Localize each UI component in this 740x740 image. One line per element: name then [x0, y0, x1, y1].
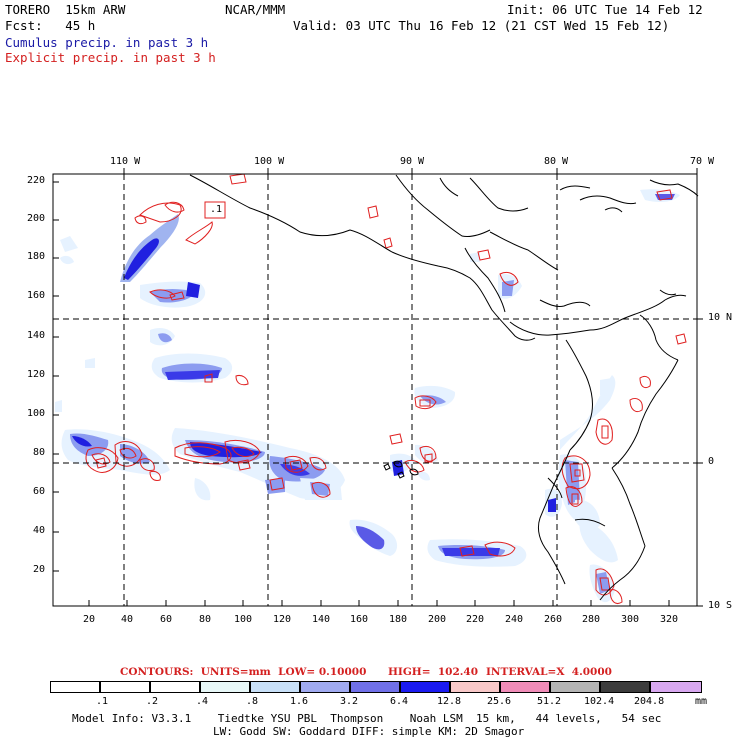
- x-tick: 180: [389, 614, 408, 625]
- colorbar-label: 102.4: [584, 696, 615, 707]
- colorbar-swatch: [500, 681, 550, 693]
- contour-high: HIGH= 102.40: [388, 666, 479, 678]
- y-tick: 20: [33, 564, 46, 575]
- valid-time: Valid: 03 UTC Thu 16 Feb 12 (21 CST Wed …: [293, 18, 670, 33]
- y-tick: 60: [33, 486, 46, 497]
- x-tick: 100: [234, 614, 253, 625]
- legend-cumulus: Cumulus precip. in past 3 h: [5, 35, 209, 50]
- y-tick: 80: [33, 447, 46, 458]
- colorbar-swatch: [300, 681, 350, 693]
- colorbar-label: .4: [196, 696, 209, 707]
- x-tick: 80: [199, 614, 212, 625]
- colorbar-label: 204.8: [634, 696, 665, 707]
- y-tick: 200: [27, 213, 46, 224]
- cumulus-precip: [55, 189, 680, 603]
- y-tick: 120: [27, 369, 46, 380]
- x-tick: 240: [505, 614, 524, 625]
- y-tick: 100: [27, 408, 46, 419]
- x-tick: 220: [466, 614, 485, 625]
- colorbar-label: .8: [246, 696, 259, 707]
- y-tick: 180: [27, 251, 46, 262]
- lat-lon-grid: [53, 174, 697, 606]
- coastlines: [189, 174, 699, 601]
- lat-label-10s: 10 S: [708, 600, 733, 611]
- contour-units: CONTOURS: UNITS=mm LOW= 0.10000: [120, 666, 367, 678]
- colorbar-label: 25.6: [487, 696, 512, 707]
- map-frame: [52, 173, 698, 607]
- colorbar-swatch: [600, 681, 650, 693]
- y-tick: 160: [27, 290, 46, 301]
- colorbar-swatch: [50, 681, 100, 693]
- lat-label-10n: 10 N: [708, 312, 733, 323]
- colorbar-label: .2: [146, 696, 159, 707]
- x-tick: 260: [544, 614, 563, 625]
- colorbar-label: 51.2: [537, 696, 562, 707]
- x-tick: 300: [621, 614, 640, 625]
- axis-ticks: [53, 168, 703, 607]
- colorbar-swatch: [350, 681, 400, 693]
- colorbar-swatch: [450, 681, 500, 693]
- x-tick: 40: [121, 614, 134, 625]
- y-tick: 220: [27, 175, 46, 186]
- lon-label-80w: 80 W: [544, 156, 569, 167]
- x-tick: 20: [83, 614, 96, 625]
- colorbar-swatch: [400, 681, 450, 693]
- colorbar-unit: mm: [695, 696, 708, 707]
- contour-interval: INTERVAL=X 4.0000: [486, 666, 612, 678]
- colorbar-swatch: [250, 681, 300, 693]
- colorbar-label: 3.2: [340, 696, 359, 707]
- colorbar-label: 6.4: [390, 696, 409, 707]
- y-tick: 40: [33, 525, 46, 536]
- x-tick: 120: [273, 614, 292, 625]
- x-tick: 200: [428, 614, 447, 625]
- model-physics: LW: Godd SW: Goddard DIFF: simple KM: 2D…: [213, 725, 525, 738]
- model-title: TORERO 15km ARW: [5, 2, 126, 17]
- colorbar-swatch: [550, 681, 600, 693]
- x-tick: 160: [350, 614, 369, 625]
- colorbar-label: .1: [96, 696, 109, 707]
- organization-label: NCAR/MMM: [225, 2, 286, 17]
- model-info: Model Info: V3.3.1 Tiedtke YSU PBL Thomp…: [72, 712, 662, 725]
- init-time: Init: 06 UTC Tue 14 Feb 12: [507, 2, 703, 17]
- lon-label-70w: 70 W: [690, 156, 715, 167]
- y-tick: 140: [27, 330, 46, 341]
- forecast-hour: Fcst: 45 h: [5, 18, 96, 33]
- legend-explicit: Explicit precip. in past 3 h: [5, 50, 216, 65]
- x-tick: 60: [160, 614, 173, 625]
- colorbar-swatch: [650, 681, 702, 693]
- colorbar-swatch: [150, 681, 200, 693]
- colorbar-label: 12.8: [437, 696, 462, 707]
- lon-label-110w: 110 W: [110, 156, 141, 167]
- colorbar-swatch: [100, 681, 150, 693]
- lon-label-100w: 100 W: [254, 156, 285, 167]
- colorbar-swatch: [200, 681, 250, 693]
- lon-label-90w: 90 W: [400, 156, 425, 167]
- explicit-precip: [85, 173, 687, 604]
- colorbar-label: 1.6: [290, 696, 309, 707]
- lat-label-0: 0: [708, 456, 715, 467]
- x-tick: 140: [312, 614, 331, 625]
- x-tick: 280: [582, 614, 601, 625]
- contour-label: .1: [210, 204, 223, 215]
- x-tick: 320: [660, 614, 679, 625]
- contour-label-box: [204, 201, 226, 219]
